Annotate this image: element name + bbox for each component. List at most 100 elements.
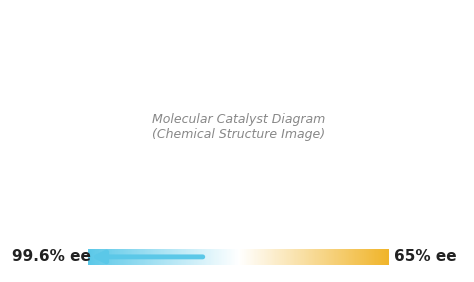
Bar xyxy=(369,249,371,265)
Bar xyxy=(318,249,319,265)
Bar xyxy=(187,249,189,265)
Bar xyxy=(236,249,237,265)
Bar xyxy=(374,249,376,265)
Bar xyxy=(283,249,285,265)
Bar xyxy=(243,249,244,265)
Bar xyxy=(145,249,146,265)
Bar xyxy=(153,249,155,265)
Bar xyxy=(237,249,238,265)
Bar xyxy=(188,249,190,265)
Bar xyxy=(98,249,100,265)
Bar xyxy=(312,249,313,265)
Bar xyxy=(91,249,92,265)
Bar xyxy=(222,249,224,265)
Bar xyxy=(305,249,306,265)
Bar xyxy=(344,249,345,265)
Bar xyxy=(363,249,364,265)
Bar xyxy=(158,249,159,265)
Bar xyxy=(278,249,279,265)
Bar xyxy=(131,249,132,265)
Bar xyxy=(173,249,175,265)
Bar xyxy=(254,249,256,265)
Bar xyxy=(221,249,223,265)
Bar xyxy=(239,249,241,265)
Bar xyxy=(264,249,265,265)
Bar xyxy=(231,249,232,265)
Bar xyxy=(301,249,303,265)
Bar xyxy=(182,249,184,265)
Bar xyxy=(144,249,146,265)
Bar xyxy=(290,249,291,265)
Bar xyxy=(386,249,388,265)
Bar xyxy=(201,249,203,265)
Bar xyxy=(356,249,357,265)
Bar xyxy=(114,249,116,265)
Bar xyxy=(232,249,234,265)
Bar xyxy=(228,249,230,265)
Bar xyxy=(163,249,164,265)
Bar xyxy=(260,249,262,265)
Bar xyxy=(356,249,358,265)
Bar xyxy=(132,249,134,265)
Bar xyxy=(268,249,270,265)
Bar xyxy=(380,249,382,265)
Bar xyxy=(177,249,178,265)
Bar xyxy=(229,249,231,265)
Bar xyxy=(148,249,150,265)
Bar xyxy=(340,249,342,265)
Bar xyxy=(373,249,374,265)
Bar xyxy=(321,249,323,265)
Bar xyxy=(154,249,156,265)
Bar xyxy=(213,249,215,265)
Bar xyxy=(190,249,191,265)
Bar xyxy=(286,249,288,265)
Bar xyxy=(104,249,105,265)
Bar xyxy=(300,249,302,265)
Bar xyxy=(255,249,257,265)
Bar xyxy=(234,249,236,265)
Bar xyxy=(259,249,261,265)
Bar xyxy=(261,249,263,265)
Bar xyxy=(212,249,214,265)
Bar xyxy=(143,249,144,265)
Bar xyxy=(102,249,104,265)
Bar xyxy=(329,249,331,265)
Bar xyxy=(291,249,292,265)
Bar xyxy=(127,249,129,265)
Bar xyxy=(251,249,252,265)
Bar xyxy=(333,249,335,265)
Bar xyxy=(332,249,334,265)
Bar xyxy=(117,249,118,265)
Text: 65% ee: 65% ee xyxy=(394,249,457,265)
Bar xyxy=(258,249,259,265)
Bar xyxy=(90,249,91,265)
Bar xyxy=(125,249,127,265)
Bar xyxy=(99,249,100,265)
Bar xyxy=(155,249,157,265)
Bar xyxy=(381,249,383,265)
Bar xyxy=(348,249,350,265)
Text: 99.6% ee: 99.6% ee xyxy=(11,249,91,265)
Bar xyxy=(226,249,228,265)
Bar xyxy=(246,249,247,265)
Bar xyxy=(227,249,229,265)
Bar xyxy=(244,249,245,265)
Bar xyxy=(358,249,359,265)
Bar xyxy=(302,249,304,265)
Bar xyxy=(224,249,225,265)
Bar xyxy=(170,249,171,265)
Bar xyxy=(118,249,119,265)
Bar xyxy=(247,249,249,265)
Bar xyxy=(211,249,212,265)
Bar xyxy=(193,249,195,265)
Bar xyxy=(349,249,351,265)
Bar xyxy=(322,249,324,265)
Bar xyxy=(139,249,141,265)
Bar xyxy=(207,249,209,265)
Bar xyxy=(383,249,384,265)
Bar xyxy=(210,249,211,265)
Bar xyxy=(366,249,367,265)
Bar xyxy=(192,249,193,265)
Bar xyxy=(293,249,295,265)
Bar xyxy=(253,249,255,265)
